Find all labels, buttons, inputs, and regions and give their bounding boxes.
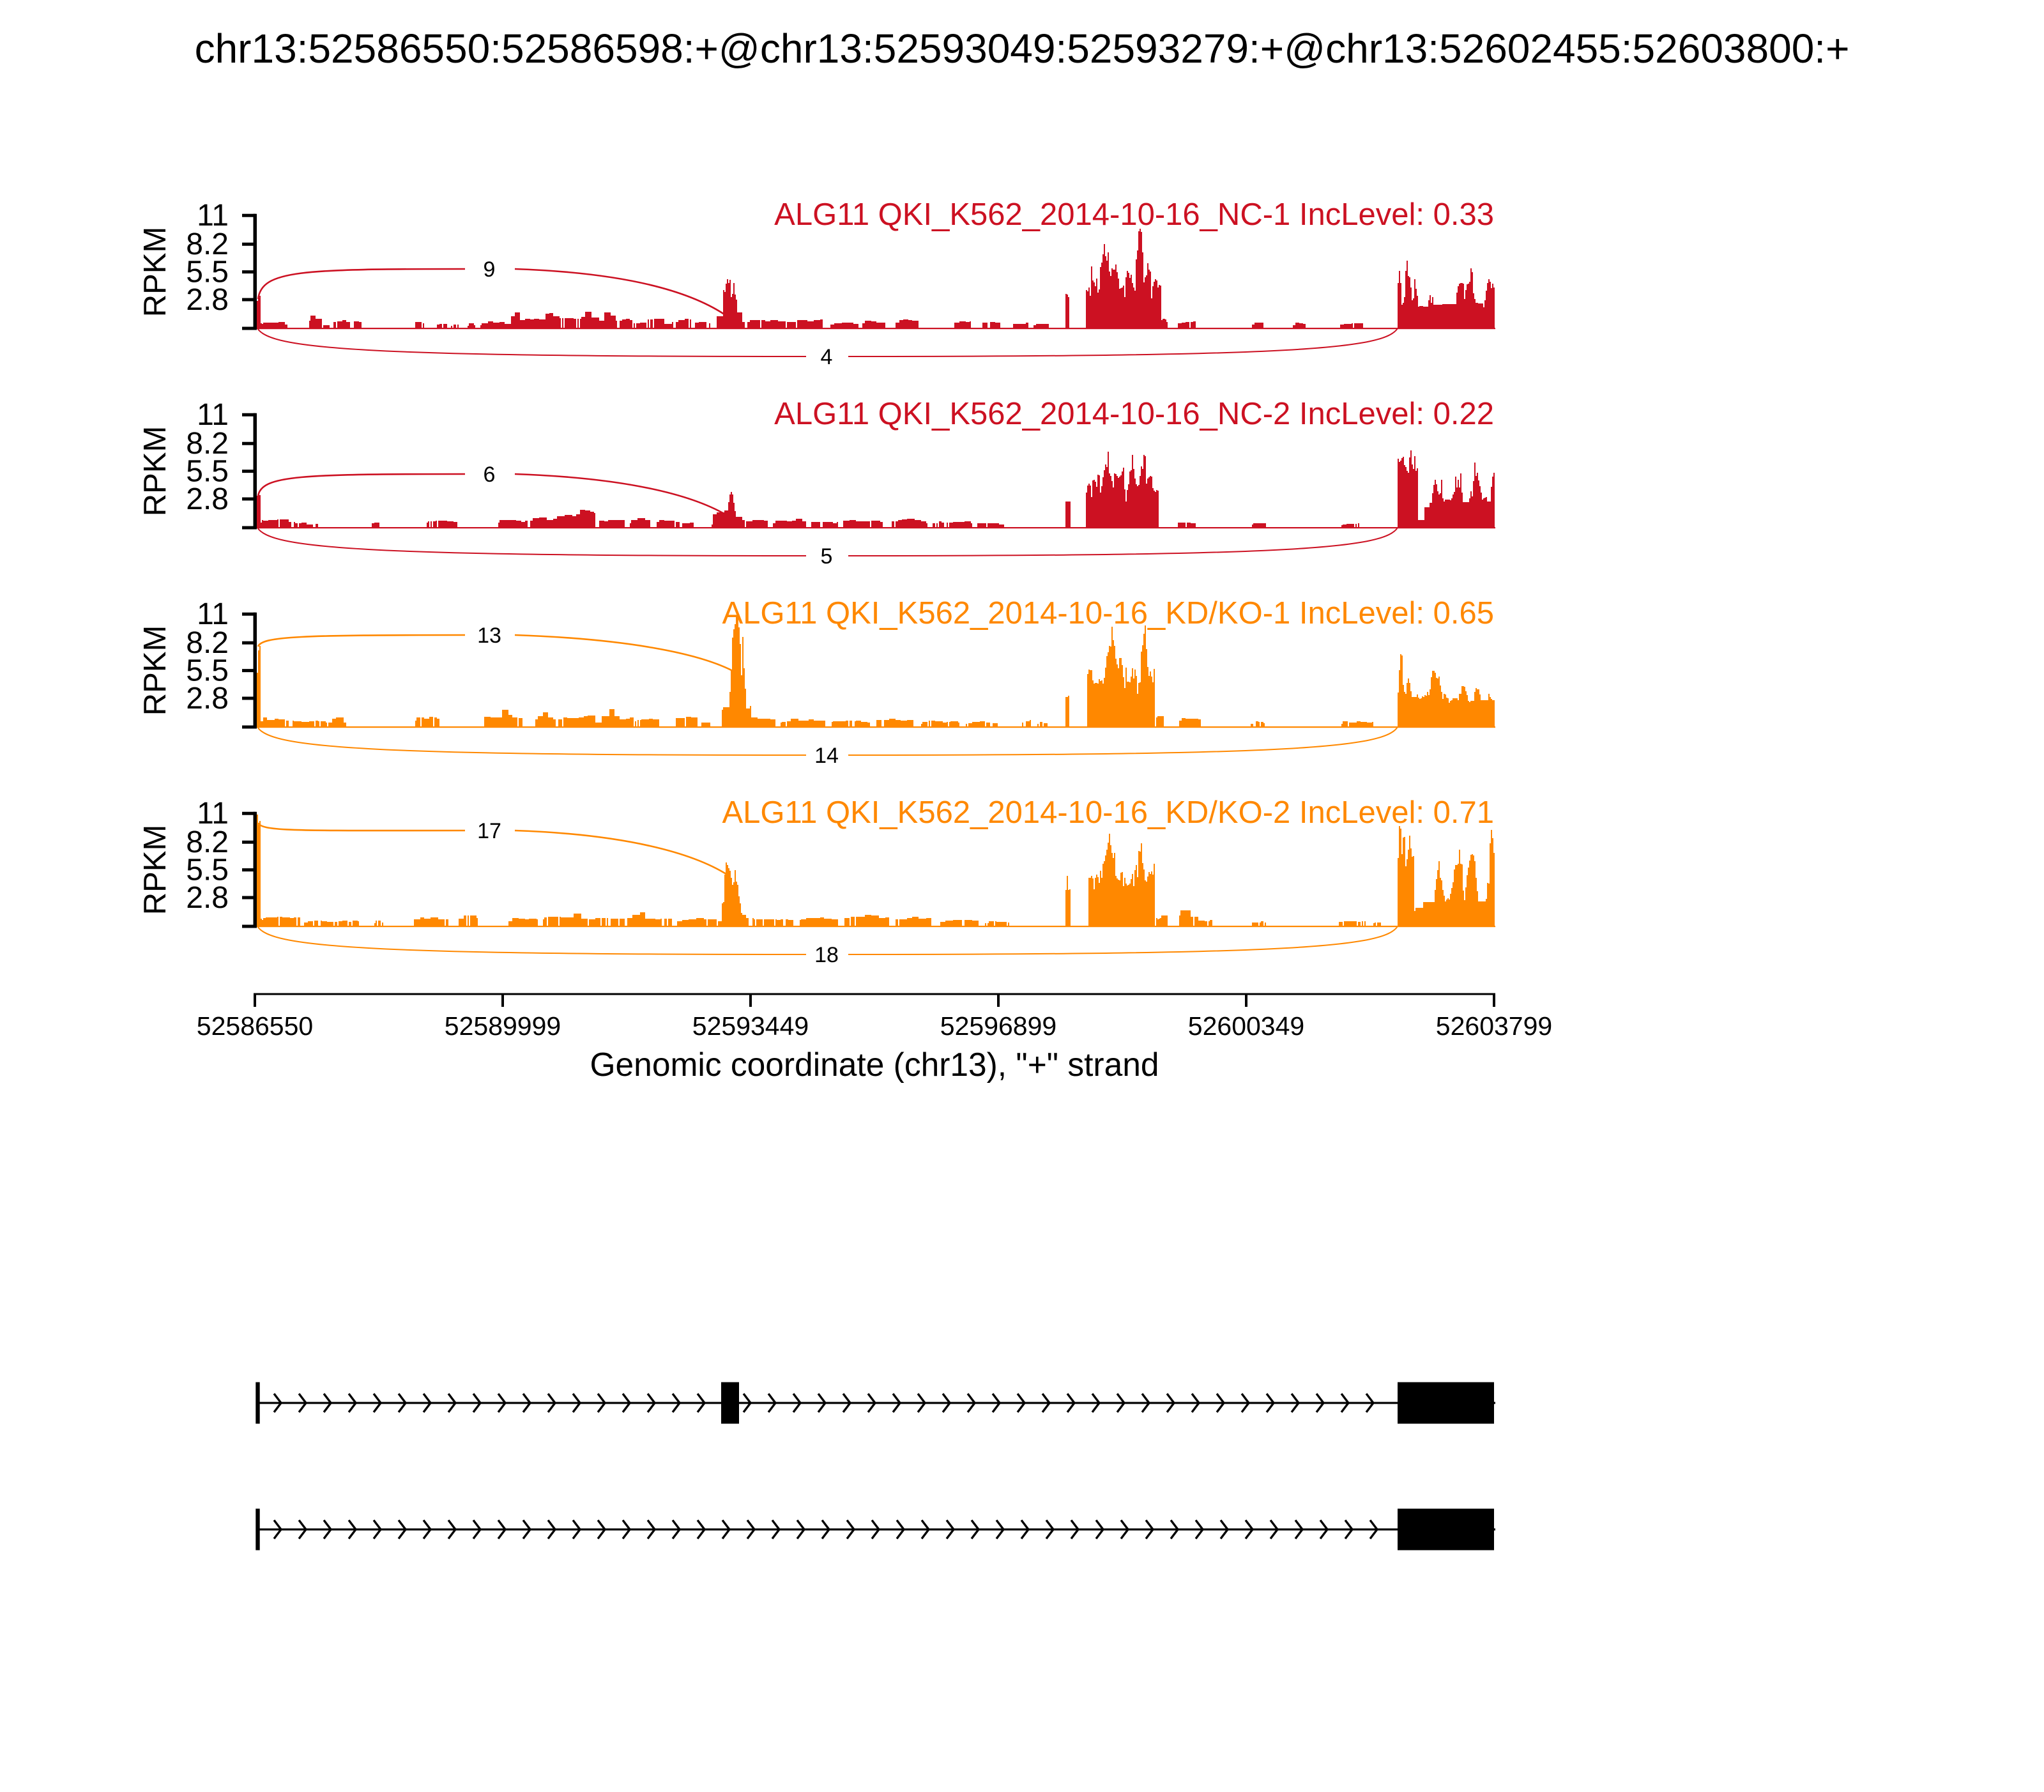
svg-text:5.5: 5.5	[186, 455, 229, 489]
svg-text:8.2: 8.2	[186, 825, 229, 859]
svg-text:52593449: 52593449	[692, 1011, 809, 1041]
svg-text:2.8: 2.8	[186, 682, 229, 716]
svg-text:5: 5	[821, 544, 833, 569]
svg-text:52596899: 52596899	[940, 1011, 1056, 1041]
svg-text:chr13:52586550:52586598:+@chr1: chr13:52586550:52586598:+@chr13:52593049…	[195, 26, 1850, 72]
svg-text:4: 4	[821, 345, 833, 369]
svg-text:17: 17	[477, 819, 501, 843]
svg-text:ALG11 QKI_K562_2014-10-16_NC-1: ALG11 QKI_K562_2014-10-16_NC-1 IncLevel:…	[774, 197, 1494, 232]
svg-text:5.5: 5.5	[186, 654, 229, 688]
svg-text:52589999: 52589999	[445, 1011, 561, 1041]
svg-text:11: 11	[197, 797, 229, 831]
svg-text:6: 6	[484, 463, 496, 487]
svg-text:52603799: 52603799	[1436, 1011, 1552, 1041]
svg-text:11: 11	[197, 398, 229, 432]
svg-text:2.8: 2.8	[186, 482, 229, 516]
svg-text:18: 18	[814, 943, 839, 967]
svg-text:2.8: 2.8	[186, 881, 229, 915]
svg-text:52600349: 52600349	[1188, 1011, 1304, 1041]
svg-text:RPKM: RPKM	[138, 625, 172, 716]
svg-text:ALG11 QKI_K562_2014-10-16_KD/K: ALG11 QKI_K562_2014-10-16_KD/KO-1 IncLev…	[722, 596, 1494, 631]
svg-text:52586550: 52586550	[197, 1011, 313, 1041]
svg-text:8.2: 8.2	[186, 227, 229, 261]
svg-text:RPKM: RPKM	[138, 227, 172, 318]
svg-text:9: 9	[484, 257, 496, 282]
svg-text:5.5: 5.5	[186, 256, 229, 289]
svg-text:11: 11	[197, 597, 229, 631]
svg-text:11: 11	[197, 199, 229, 233]
svg-text:Genomic coordinate (chr13), "+: Genomic coordinate (chr13), "+" strand	[590, 1046, 1159, 1083]
svg-text:8.2: 8.2	[186, 427, 229, 461]
svg-text:13: 13	[477, 624, 501, 648]
svg-text:14: 14	[814, 744, 839, 768]
svg-text:ALG11 QKI_K562_2014-10-16_KD/K: ALG11 QKI_K562_2014-10-16_KD/KO-2 IncLev…	[722, 795, 1494, 830]
svg-text:5.5: 5.5	[186, 854, 229, 887]
svg-text:ALG11 QKI_K562_2014-10-16_NC-2: ALG11 QKI_K562_2014-10-16_NC-2 IncLevel:…	[774, 397, 1494, 431]
svg-text:2.8: 2.8	[186, 283, 229, 317]
svg-text:RPKM: RPKM	[138, 825, 172, 915]
svg-text:RPKM: RPKM	[138, 426, 172, 517]
svg-text:8.2: 8.2	[186, 626, 229, 660]
